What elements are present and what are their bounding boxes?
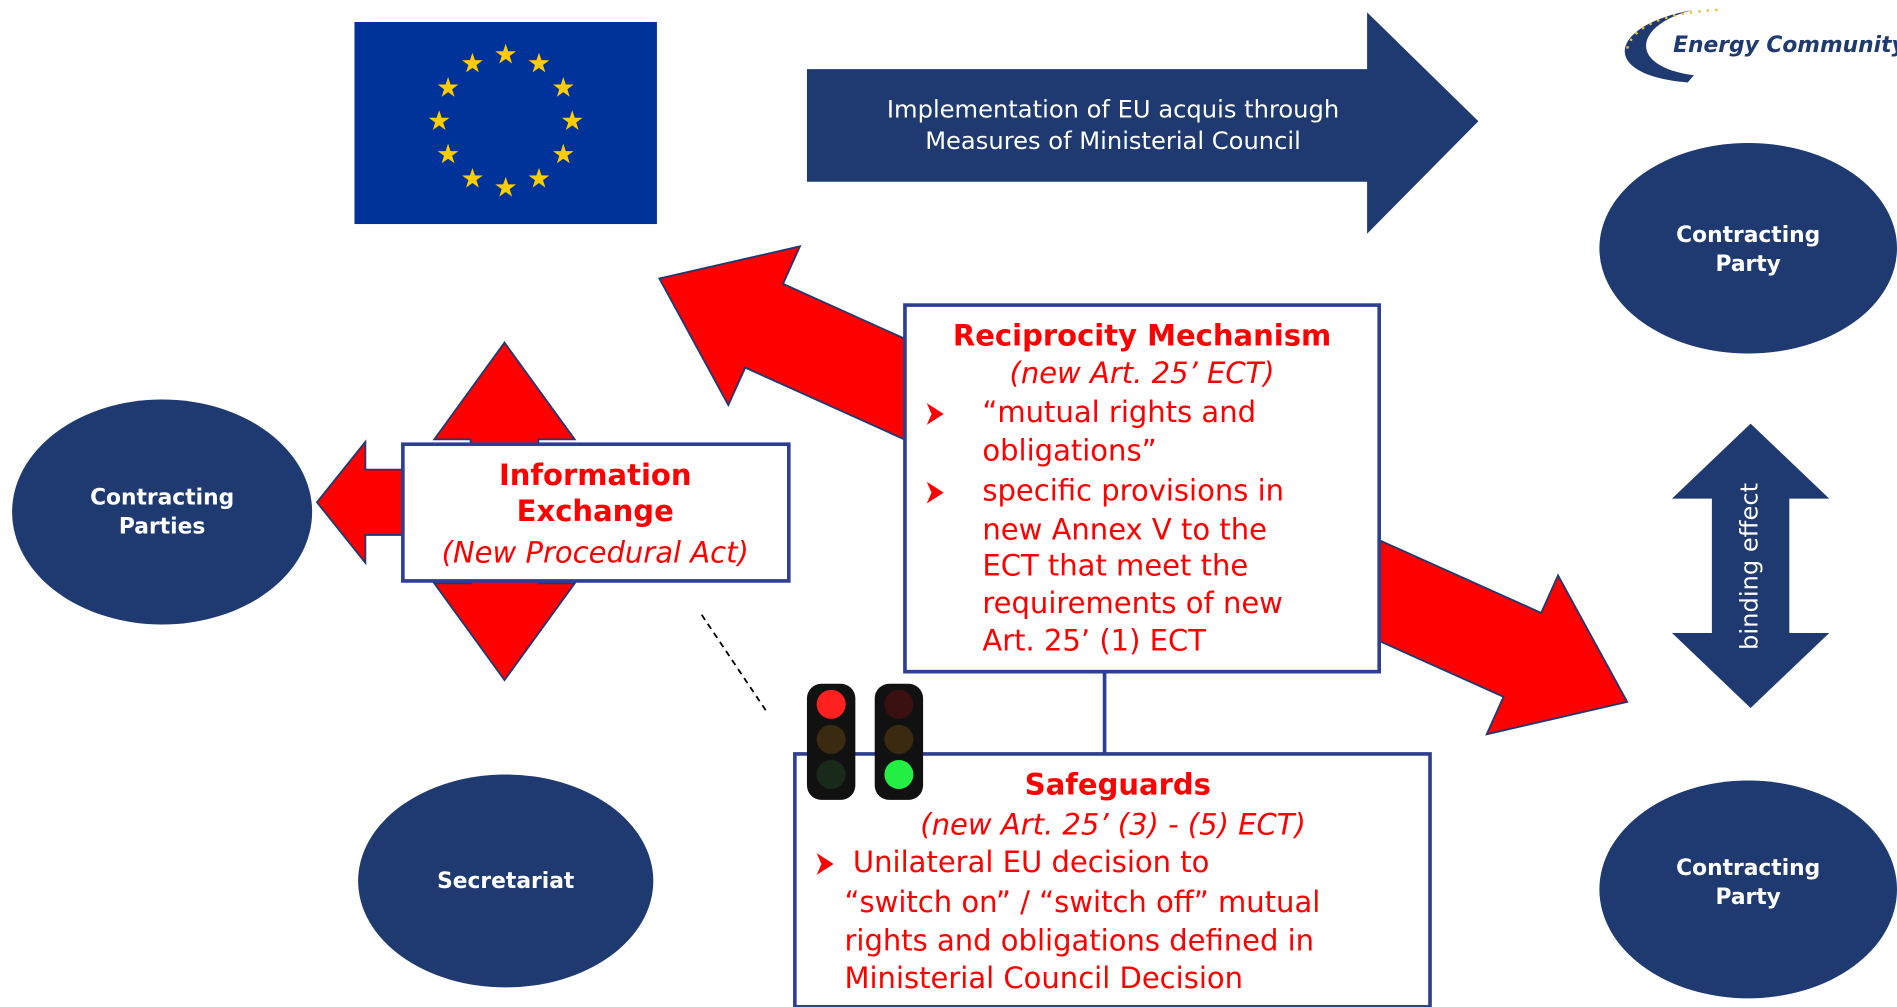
bullet-text: “switch on” / “switch off” mutual — [844, 885, 1320, 919]
node-label: Secretariat — [437, 869, 574, 894]
bullet-text: requirements of new — [982, 586, 1283, 620]
arrow-text: Implementation of EU acquis through — [887, 95, 1339, 123]
node-label: Parties — [119, 515, 205, 540]
bullet-text: new Annex V to the — [982, 512, 1267, 546]
dashed-connector — [700, 614, 769, 715]
node — [1599, 142, 1897, 354]
node — [1599, 780, 1897, 999]
reciprocity-title: Reciprocity Mechanism — [953, 319, 1331, 353]
light-red — [816, 689, 846, 719]
reciprocity-subtitle: (new Art. 25’ ECT) — [1010, 356, 1275, 390]
info-box — [401, 442, 791, 583]
star — [462, 52, 483, 73]
star — [528, 167, 550, 188]
node-label: Contracting — [1676, 223, 1820, 248]
star — [528, 52, 550, 73]
bullet-text: Ministerial Council Decision — [844, 961, 1243, 995]
bullet-text: rights and obligations defined in — [844, 924, 1314, 958]
info-subtitle: (New Procedural Act) — [442, 535, 749, 569]
star — [437, 143, 459, 164]
bullet-text: Unilateral EU decision to — [853, 845, 1210, 879]
implementation-arrow — [806, 12, 1479, 234]
arrow-text: Measures of Ministerial Council — [925, 127, 1301, 155]
bullet-text: specific provisions in — [982, 474, 1284, 508]
node-label: Party — [1715, 252, 1780, 277]
bullet-text: “mutual rights and — [982, 395, 1256, 429]
binding-label: binding effect — [1736, 483, 1764, 650]
star — [495, 43, 517, 64]
info-title: Exchange — [517, 494, 674, 528]
bullet-text: ECT that meet the — [982, 549, 1248, 583]
node-label: Party — [1715, 885, 1780, 910]
bullet-text: Art. 25’ (1) ECT — [982, 624, 1206, 658]
reciprocity-box — [903, 303, 1382, 674]
bullet-icon — [926, 481, 944, 504]
logo-text: Energy Community — [1673, 33, 1897, 58]
light-amber — [884, 724, 914, 754]
star — [495, 176, 517, 197]
bullet-icon — [926, 403, 944, 425]
safeguards-subtitle: (new Art. 25’ (3) - (5) ECT) — [920, 808, 1305, 842]
star — [428, 110, 450, 131]
eu-stars — [428, 43, 583, 197]
star — [561, 110, 583, 131]
info-title: Information — [499, 458, 692, 492]
star — [553, 143, 574, 164]
light-green — [884, 759, 914, 790]
star — [462, 167, 483, 188]
light-green — [816, 759, 846, 790]
bullet-text: obligations” — [982, 434, 1156, 468]
bullet-icon — [816, 853, 834, 875]
star — [553, 77, 574, 97]
node — [12, 399, 313, 625]
node — [358, 774, 654, 988]
node-label: Contracting — [90, 486, 234, 511]
node-label: Contracting — [1676, 856, 1820, 881]
light-amber — [816, 724, 846, 754]
reciprocity-arrow — [1310, 525, 1629, 736]
light-red — [884, 689, 914, 719]
binding-arrow — [1671, 423, 1830, 708]
star — [437, 77, 459, 97]
safeguards-title: Safeguards — [1025, 768, 1211, 802]
